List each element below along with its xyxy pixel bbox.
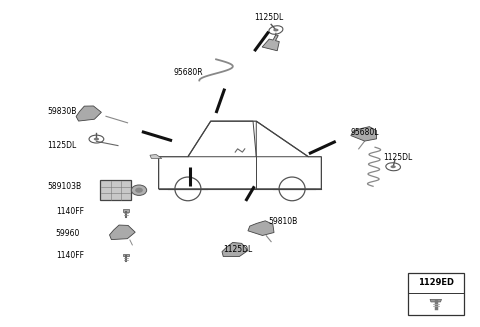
Text: 1129ED: 1129ED <box>418 278 454 287</box>
Text: 1125DL: 1125DL <box>223 245 252 254</box>
Ellipse shape <box>273 28 278 31</box>
Ellipse shape <box>391 165 396 168</box>
Polygon shape <box>248 221 274 235</box>
FancyBboxPatch shape <box>123 209 130 212</box>
Polygon shape <box>150 155 162 158</box>
Polygon shape <box>351 127 377 141</box>
Text: 59830B: 59830B <box>48 107 77 116</box>
FancyBboxPatch shape <box>123 254 130 256</box>
Text: 1140FF: 1140FF <box>56 251 84 260</box>
FancyBboxPatch shape <box>100 181 131 200</box>
Text: 1125DL: 1125DL <box>254 13 284 22</box>
Text: 59960: 59960 <box>56 229 80 238</box>
Polygon shape <box>262 35 279 51</box>
Circle shape <box>135 188 143 193</box>
Text: 1125DL: 1125DL <box>48 141 77 150</box>
Text: 59810B: 59810B <box>269 217 298 226</box>
Text: 1125DL: 1125DL <box>384 153 413 162</box>
Text: 95680L: 95680L <box>350 128 379 137</box>
FancyBboxPatch shape <box>408 273 464 315</box>
Text: 95680R: 95680R <box>174 68 204 77</box>
Ellipse shape <box>94 138 99 141</box>
Circle shape <box>132 185 147 196</box>
Text: 589103B: 589103B <box>48 182 82 191</box>
Polygon shape <box>109 225 135 240</box>
Polygon shape <box>222 242 248 257</box>
Text: 1140FF: 1140FF <box>56 207 84 216</box>
Polygon shape <box>430 299 442 302</box>
Polygon shape <box>76 106 101 121</box>
